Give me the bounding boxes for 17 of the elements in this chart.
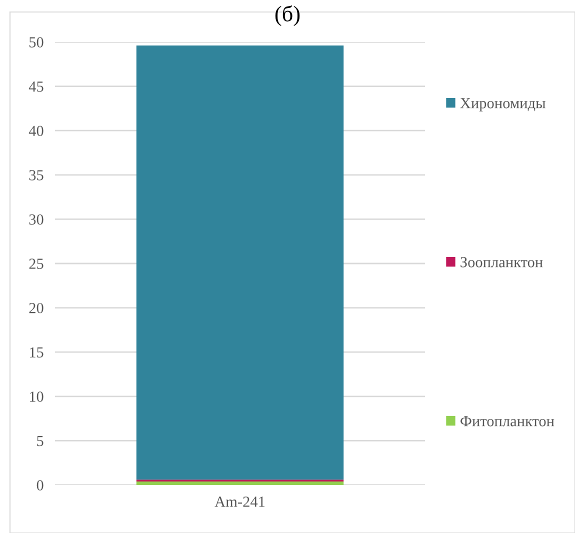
legend-label: Зоопланктон [460, 257, 543, 268]
chart-title: (б) [275, 5, 300, 26]
y-tick-label: 15 [30, 347, 44, 358]
y-tick-label: 0 [36, 480, 44, 490]
y-tick-label: 20 [29, 302, 44, 314]
y-tick-label: 25 [29, 258, 44, 269]
x-tick-label: Am-241 [214, 496, 265, 507]
y-tick-label: 50 [30, 37, 44, 48]
y-tick-label: 35 [29, 170, 44, 180]
bar [136, 481, 344, 485]
y-tick-label: 30 [29, 214, 44, 225]
y-tick-label: 10 [30, 392, 44, 402]
legend-label: Хирономиды [460, 98, 546, 112]
y-tick-label: 40 [28, 126, 44, 136]
y-tick-label: 45 [28, 82, 44, 92]
y-tick-label: 5 [37, 436, 44, 446]
legend-label: Фитопланктон [460, 416, 554, 426]
